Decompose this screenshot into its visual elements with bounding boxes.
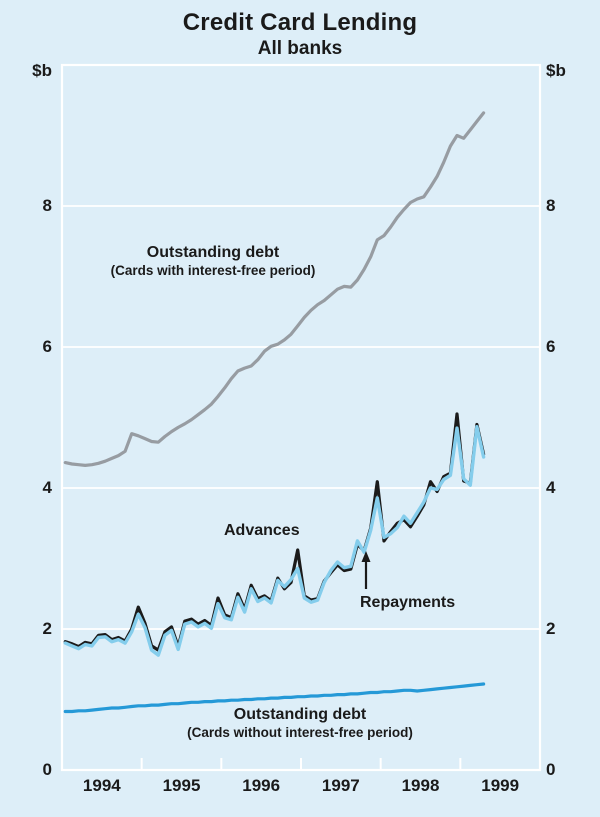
y-tick-label-left-2: 2 (42, 619, 52, 638)
y-tick-label-left-6: 6 (42, 337, 52, 356)
y-tick-label-right-8: 8 (546, 196, 556, 215)
x-tick-label-1998: 1998 (401, 776, 440, 795)
y-axis-unit-right: $b (546, 61, 566, 80)
outstanding-debt-interest-free-line (63, 111, 486, 467)
x-tick-label-1996: 1996 (242, 776, 281, 795)
label-outstanding-debt-no-interest-free-subtitle: (Cards without interest-free period) (187, 725, 413, 740)
repayments-arrow-head (361, 551, 371, 562)
x-tick-label-1999: 1999 (481, 776, 520, 795)
y-axis-unit-left: $b (32, 61, 52, 80)
y-tick-label-left-4: 4 (42, 478, 52, 497)
label-advances: Advances (224, 522, 300, 539)
plot-frame (60, 63, 542, 772)
x-tick-label-1997: 1997 (321, 776, 360, 795)
chart-subtitle: All banks (257, 38, 343, 59)
y-tick-label-right-0: 0 (546, 760, 556, 779)
y-tick-label-right-4: 4 (546, 478, 556, 497)
y-tick-label-right-6: 6 (546, 337, 556, 356)
x-tick-label-1995: 1995 (162, 776, 201, 795)
outstanding-debt-no-interest-free-line (63, 682, 486, 714)
y-tick-label-left-0: 0 (42, 760, 52, 779)
label-outstanding-debt-no-interest-free: Outstanding debt (Cards without interest… (150, 706, 450, 740)
x-tick-label-1994: 1994 (82, 776, 121, 795)
y-tick-label-right-2: 2 (546, 619, 556, 638)
label-outstanding-debt-interest-free-subtitle: (Cards with interest-free period) (110, 263, 316, 278)
label-repayments: Repayments (360, 594, 456, 611)
label-outstanding-debt-interest-free: Outstanding debt (Cards with interest-fr… (63, 244, 363, 278)
label-outstanding-debt-interest-free-title: Outstanding debt (146, 244, 280, 261)
chart-title: Credit Card Lending (182, 9, 418, 36)
label-outstanding-debt-no-interest-free-title: Outstanding debt (233, 706, 367, 723)
repayments-line (63, 425, 486, 657)
y-tick-label-left-8: 8 (42, 196, 52, 215)
